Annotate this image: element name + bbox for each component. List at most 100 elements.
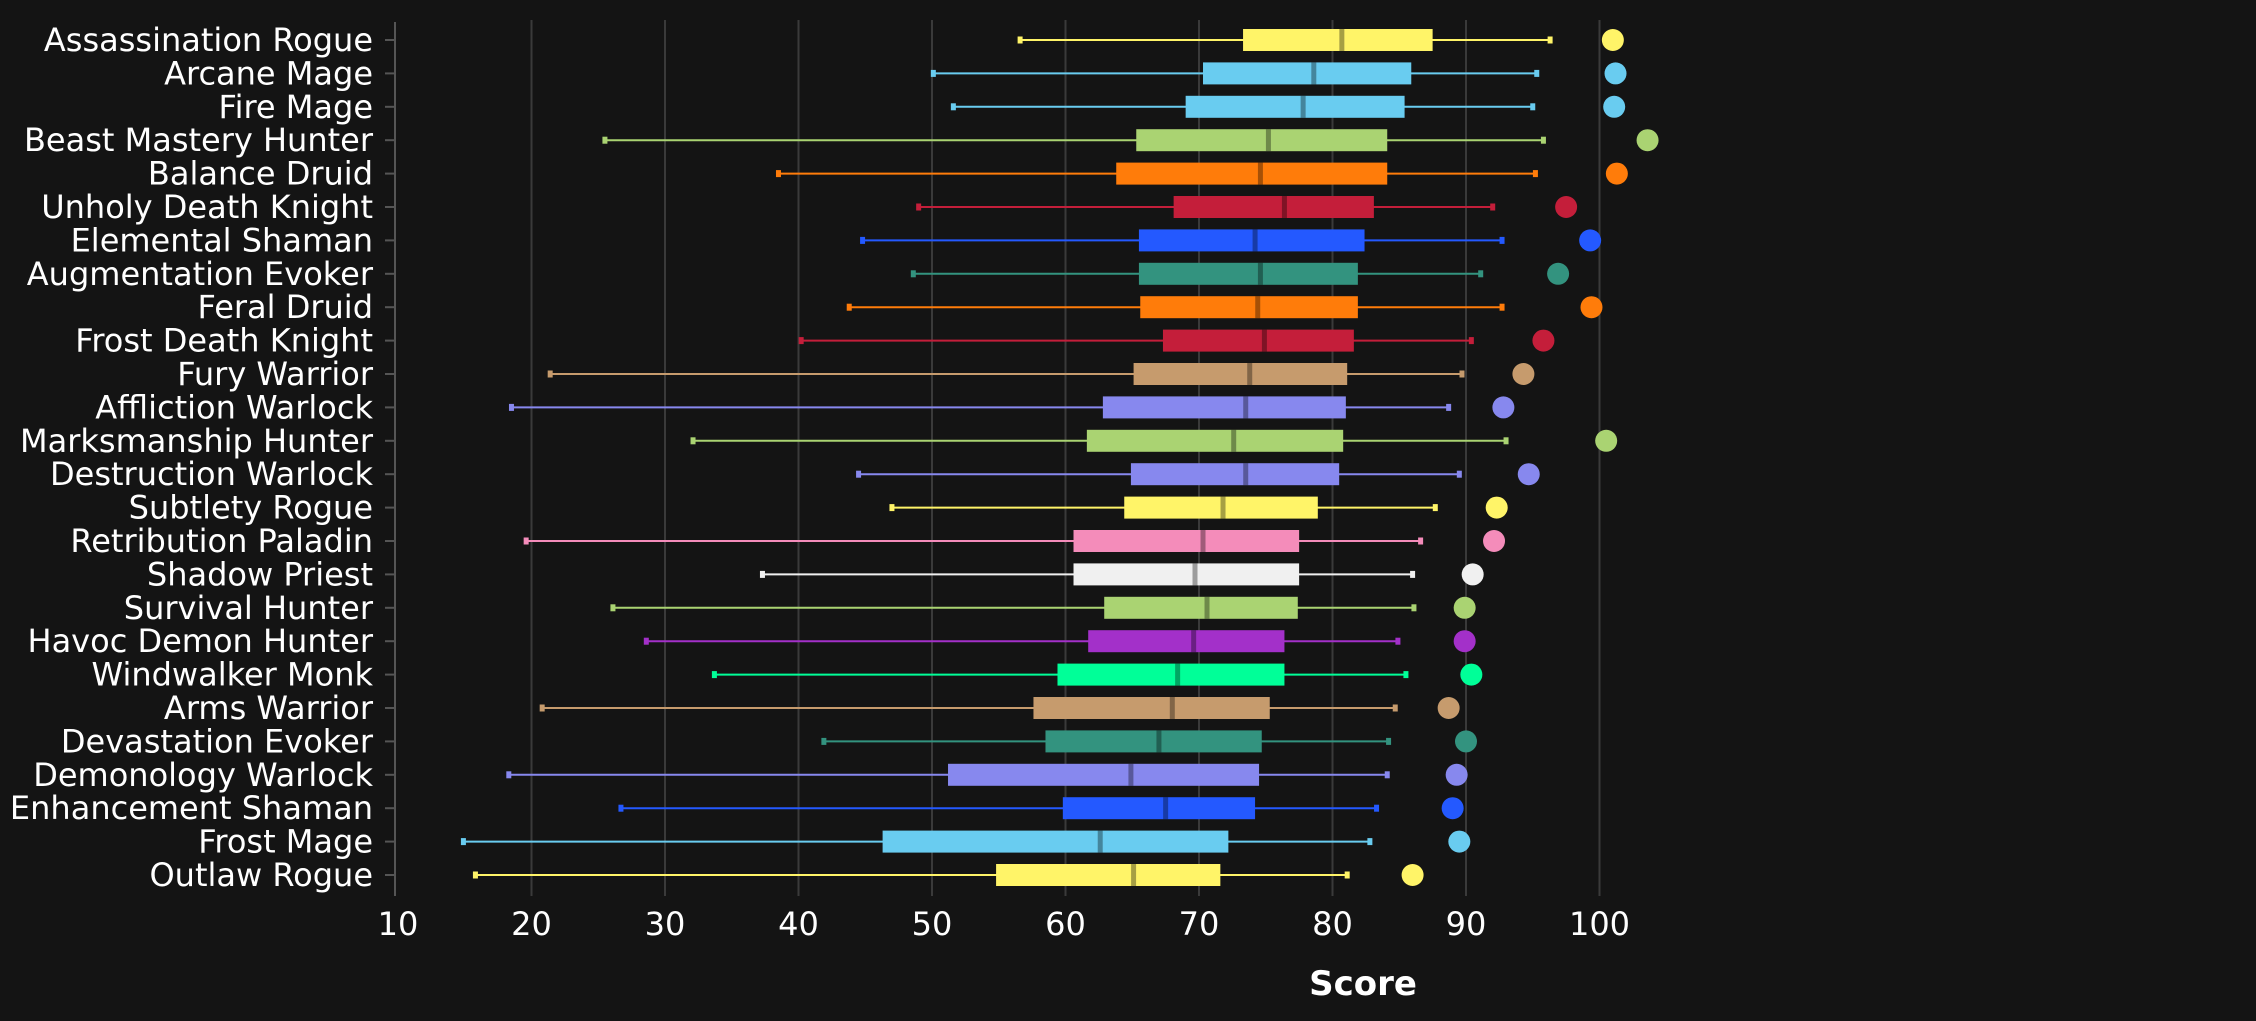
whisker-min-cap	[711, 671, 717, 679]
whisker-max-cap	[1384, 771, 1390, 779]
category-label: Fire Mage	[219, 88, 374, 126]
whisker-max-cap	[1395, 637, 1401, 645]
iqr-box	[1173, 196, 1374, 218]
median-mark	[1257, 262, 1263, 285]
iqr-box	[1203, 62, 1412, 85]
whisker-min-cap	[690, 437, 696, 445]
iqr-box	[1062, 797, 1256, 820]
category-label: Retribution Paladin	[70, 522, 373, 560]
median-mark	[1261, 329, 1267, 352]
iqr-box	[1102, 396, 1346, 419]
max-point-dot	[1492, 396, 1515, 419]
iqr-box	[1073, 563, 1300, 586]
iqr-box	[1088, 630, 1285, 653]
category-label: Balance Druid	[148, 155, 373, 193]
median-mark	[1247, 363, 1253, 385]
median-mark	[1131, 864, 1137, 886]
whisker-max-cap	[1386, 737, 1392, 745]
category-label: Elemental Shaman	[71, 221, 373, 259]
median-mark	[1097, 830, 1103, 853]
median-mark	[1243, 463, 1249, 486]
category-label: Frost Death Knight	[75, 322, 373, 360]
iqr-box	[1104, 596, 1298, 619]
max-point-dot	[1441, 797, 1464, 820]
whisker-min-cap	[618, 804, 624, 812]
whisker-min-cap	[759, 570, 765, 578]
whisker-max-cap	[1540, 136, 1546, 144]
category-label: Marksmanship Hunter	[20, 422, 374, 460]
median-mark	[1265, 129, 1271, 152]
iqr-box	[1057, 663, 1285, 686]
whisker-min-cap	[602, 136, 608, 144]
whisker-max-cap	[1459, 370, 1465, 378]
category-label: Havoc Demon Hunter	[28, 622, 374, 660]
whisker-max-cap	[1499, 236, 1505, 244]
max-point-dot	[1401, 864, 1424, 886]
whisker-max-cap	[1403, 671, 1409, 679]
median-mark	[1311, 62, 1317, 85]
iqr-box	[1138, 262, 1358, 285]
iqr-box	[1045, 730, 1262, 753]
iqr-box	[1116, 162, 1388, 185]
whisker-min-cap	[610, 604, 616, 612]
median-mark	[1192, 563, 1198, 586]
median-mark	[1128, 763, 1134, 786]
whisker-max-cap	[1344, 871, 1350, 879]
whisker-min-cap	[460, 838, 466, 846]
x-tick-label: 10	[378, 905, 419, 943]
whisker-max-cap	[1367, 838, 1373, 846]
median-mark	[1220, 496, 1226, 519]
whisker-min-cap	[798, 337, 804, 345]
iqr-box	[1136, 129, 1388, 152]
category-label: Enhancement Shaman	[10, 789, 373, 827]
max-point-dot	[1555, 196, 1578, 218]
whisker-min-cap	[472, 871, 478, 879]
category-label: Frost Mage	[198, 823, 373, 861]
category-label: Arcane Mage	[164, 54, 373, 92]
category-label: Devastation Evoker	[61, 722, 374, 760]
x-tick-label: 20	[511, 905, 552, 943]
category-label: Affliction Warlock	[95, 388, 373, 426]
max-point-dot	[1448, 830, 1471, 853]
median-mark	[1339, 29, 1345, 51]
x-tick-label: 90	[1446, 905, 1487, 943]
category-label: Demonology Warlock	[33, 756, 373, 794]
iqr-box	[1130, 463, 1340, 486]
x-tick-label: 80	[1312, 905, 1353, 943]
whisker-min-cap	[916, 203, 922, 211]
whisker-max-cap	[1432, 504, 1438, 512]
median-mark	[1243, 396, 1249, 419]
whisker-min-cap	[821, 737, 827, 745]
whisker-max-cap	[1374, 804, 1380, 812]
median-mark	[1257, 162, 1263, 185]
iqr-box	[996, 864, 1221, 886]
max-point-dot	[1547, 262, 1570, 285]
whisker-min-cap	[856, 470, 862, 478]
max-point-dot	[1453, 596, 1476, 619]
iqr-box	[1185, 95, 1405, 118]
max-point-dot	[1579, 229, 1602, 252]
iqr-box	[1133, 363, 1348, 385]
whisker-min-cap	[523, 537, 529, 545]
iqr-box	[1033, 697, 1270, 719]
iqr-box	[1086, 429, 1344, 452]
category-label: Outlaw Rogue	[149, 856, 373, 894]
x-tick-label: 40	[778, 905, 819, 943]
max-point-dot	[1517, 463, 1540, 486]
max-point-dot	[1445, 763, 1468, 786]
whisker-min-cap	[950, 103, 956, 111]
whisker-max-cap	[1503, 437, 1509, 445]
iqr-box	[1162, 329, 1354, 352]
whisker-min-cap	[846, 303, 852, 311]
whisker-max-cap	[1478, 270, 1484, 278]
max-point-dot	[1483, 530, 1506, 552]
category-label: Arms Warrior	[164, 689, 374, 727]
category-label: Fury Warrior	[177, 355, 374, 393]
category-label: Augmentation Evoker	[27, 255, 374, 293]
box-layer	[460, 29, 1659, 886]
iqr-box	[1124, 496, 1318, 519]
max-point-dot	[1455, 730, 1477, 753]
whisker-min-cap	[860, 236, 866, 244]
